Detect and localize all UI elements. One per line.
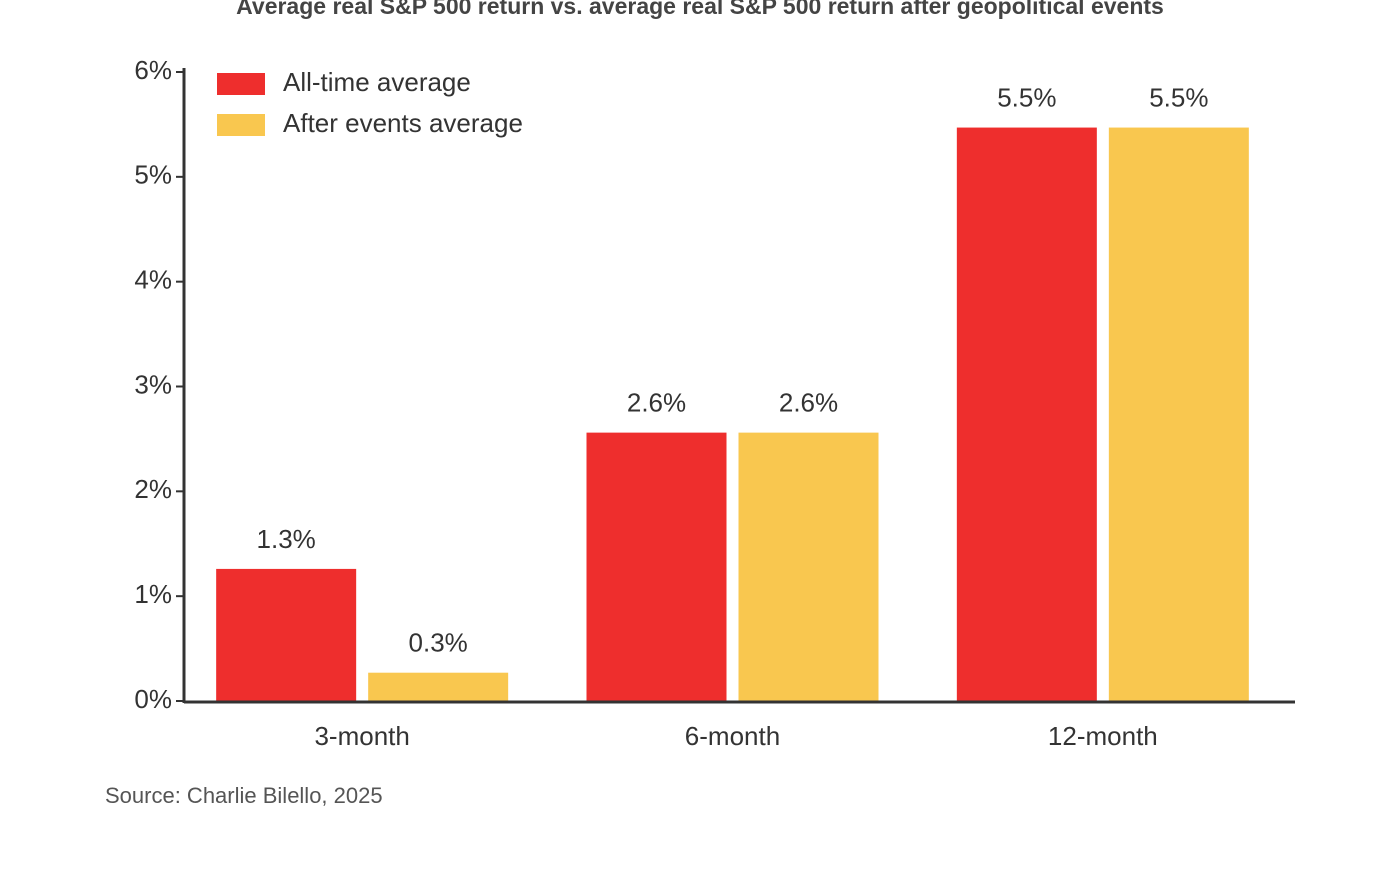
y-tick-label: 0%: [134, 684, 172, 714]
value-label: 2.6%: [779, 388, 838, 418]
bar: [586, 432, 727, 701]
source-note: Source: Charlie Bilello, 2025: [105, 783, 383, 808]
bar: [368, 672, 509, 701]
x-tick-label: 3-month: [314, 721, 409, 751]
bar: [216, 568, 357, 701]
value-label: 5.5%: [997, 82, 1056, 112]
bar: [1108, 127, 1249, 702]
y-tick-label: 1%: [134, 579, 172, 609]
value-label: 0.3%: [409, 628, 468, 658]
x-tick-label: 6-month: [685, 721, 780, 751]
legend-swatch: [217, 114, 265, 136]
legend-swatch: [217, 73, 265, 95]
x-tick-label: 12-month: [1048, 721, 1158, 751]
y-tick-label: 3%: [134, 369, 172, 399]
y-tick-label: 5%: [134, 160, 172, 190]
y-tick-label: 4%: [134, 265, 172, 295]
y-tick-label: 6%: [134, 55, 172, 85]
value-label: 1.3%: [257, 524, 316, 554]
bar: [738, 432, 879, 701]
legend-label: After events average: [283, 108, 523, 138]
legend-label: All-time average: [283, 67, 471, 97]
chart-title: Average real S&P 500 return vs. average …: [236, 0, 1164, 19]
value-label: 5.5%: [1149, 82, 1208, 112]
y-tick-label: 2%: [134, 474, 172, 504]
bar: [956, 127, 1097, 702]
value-label: 2.6%: [627, 388, 686, 418]
